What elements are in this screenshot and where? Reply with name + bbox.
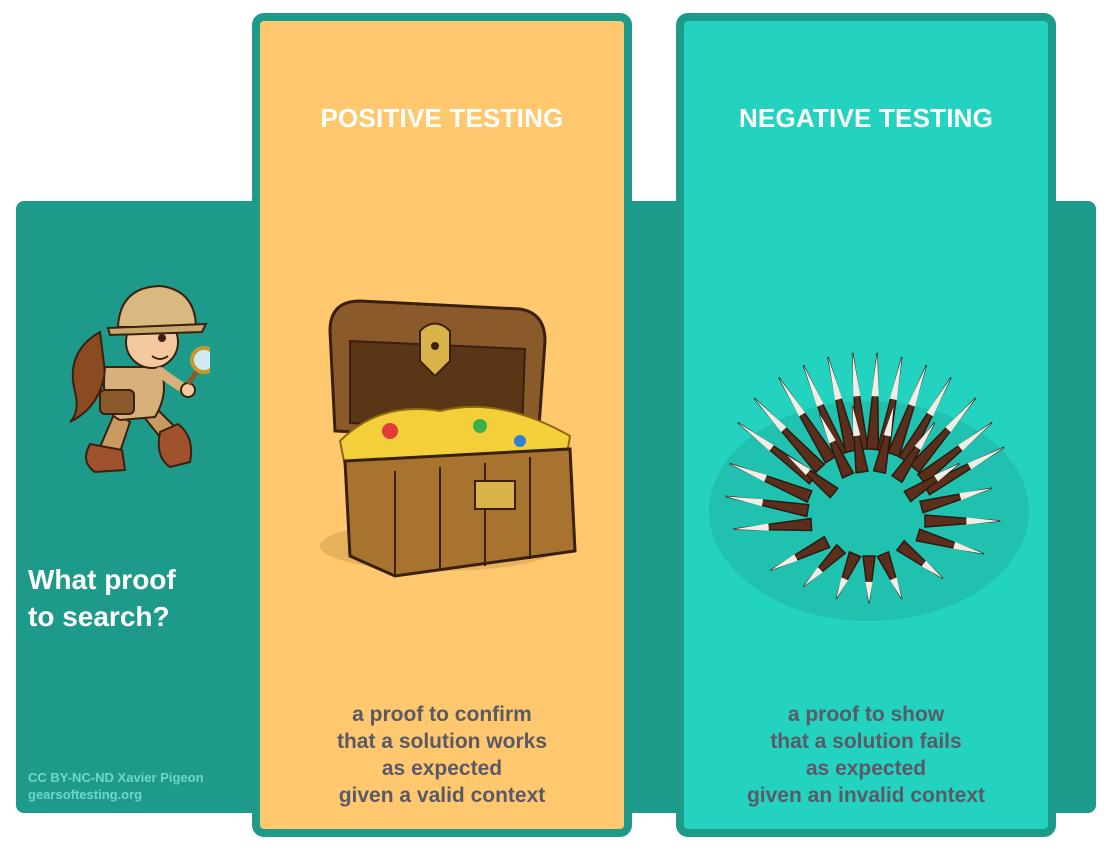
spike-tip [871,352,879,397]
positive-testing-card: POSITIVE TESTING a proof to confirm that… [252,13,632,837]
spike-tip [883,406,894,437]
negative-testing-description: a proof to show that a solution fails as… [684,701,1048,809]
spike-tip [914,422,935,450]
spike-tip [921,560,943,579]
website-credit: gearsoftesting.org [28,787,143,802]
negative-testing-card: NEGATIVE TESTING a proof to show that a … [676,13,1056,837]
spike-tip [945,398,976,433]
spike-tip [852,352,861,397]
question-heading: What proof to search? [28,561,176,635]
spike-tip [890,577,902,599]
spike-tip [908,365,927,407]
spike-tip [803,365,824,407]
description-line: as expected [381,757,503,780]
spike-tip [934,463,960,482]
spikes-illustration [709,352,1029,621]
spike-tip [926,377,951,417]
spike-tip [737,422,774,451]
positive-testing-title: POSITIVE TESTING [320,103,564,133]
spike-tip [787,455,811,476]
spike-tip [828,357,843,401]
spike-tip [852,406,861,437]
spike-tip [803,567,823,587]
description-line: that a solution fails [770,730,962,753]
spike-tip [754,398,787,433]
treasure-chest-illustration [320,299,577,578]
spike-tip [819,414,836,444]
spike-tip [733,523,769,531]
question-line: to search? [28,601,170,632]
spike-tip [966,517,1001,525]
spike-tip [959,488,992,501]
description-line: a proof to show [787,703,945,726]
spike-tip [865,581,873,603]
credits: CC BY-NC-ND Xavier Pigeon gearsoftesting… [28,769,204,803]
spike-tip [836,577,848,599]
question-line: What proof [28,564,176,595]
negative-testing-title: NEGATIVE TESTING [738,103,994,133]
spike-tip [729,463,767,482]
spike-shape [862,555,876,604]
description-line: given a valid context [338,784,546,807]
spike-tip [967,447,1005,470]
spike-tip [725,496,764,507]
positive-testing-description: a proof to confirm that a solution works… [260,701,624,809]
spike-shape [924,514,1001,528]
spike-tip [889,357,902,401]
spike-tip [953,541,984,554]
description-line: as expected [805,757,927,780]
spike-tip [958,422,992,451]
explorer-illustration [69,284,210,474]
description-line: that a solution works [336,730,548,753]
license-credit: CC BY-NC-ND Xavier Pigeon [28,770,204,785]
spike-tip [770,554,798,571]
spike-tip [778,377,806,417]
description-line: a proof to confirm [352,703,532,726]
description-line: given an invalid context [746,784,986,807]
